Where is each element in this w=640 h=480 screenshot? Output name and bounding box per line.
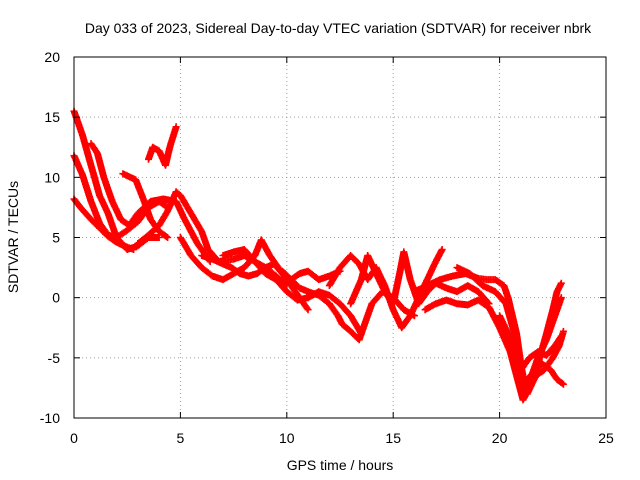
data-point-markers [145, 123, 180, 169]
y-tick-label: 15 [44, 109, 60, 125]
x-tick-label: 20 [492, 430, 508, 446]
y-tick-label: 0 [52, 290, 60, 306]
data-point-markers [517, 332, 565, 374]
y-tick-label: 20 [44, 49, 60, 65]
y-tick-label: 10 [44, 169, 60, 185]
series-track-11 [279, 267, 418, 344]
x-tick-label: 25 [598, 430, 614, 446]
chart-title: Day 033 of 2023, Sidereal Day-to-day VTE… [85, 20, 592, 36]
y-tick-label: -10 [40, 410, 60, 426]
x-tick-label: 5 [177, 430, 185, 446]
x-axis-label: GPS time / hours [287, 457, 394, 473]
x-tick-label: 10 [279, 430, 295, 446]
data-point-markers [219, 246, 365, 338]
y-axis-label: SDTVAR / TECUs [5, 181, 21, 293]
y-tick-label: 5 [52, 230, 60, 246]
series-track-18 [517, 332, 565, 374]
y-tick-label: -5 [48, 350, 61, 366]
ticks-layer: 0 5 10 15 20 25 -10 -5 0 5 10 15 20 [40, 49, 614, 446]
x-tick-label: 15 [385, 430, 401, 446]
data-layer [70, 107, 567, 404]
series-track-6 [145, 123, 180, 169]
x-tick-label: 0 [70, 430, 78, 446]
series-track-10 [219, 246, 365, 338]
data-point-markers [279, 267, 418, 344]
